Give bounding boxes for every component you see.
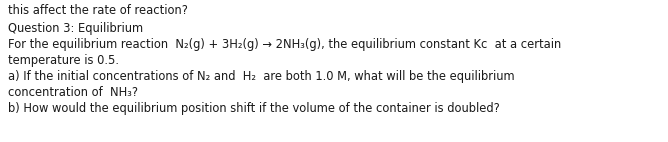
Text: this affect the rate of reaction?: this affect the rate of reaction? <box>8 4 188 17</box>
Text: a) If the initial concentrations of N₂ and  H₂  are both 1.0 M, what will be the: a) If the initial concentrations of N₂ a… <box>8 70 514 83</box>
Text: concentration of  NH₃?: concentration of NH₃? <box>8 86 138 99</box>
Text: Question 3: Equilibrium: Question 3: Equilibrium <box>8 22 143 35</box>
Text: temperature is 0.5.: temperature is 0.5. <box>8 54 119 67</box>
Text: For the equilibrium reaction  N₂(g) + 3H₂(g) → 2NH₃(g), the equilibrium constant: For the equilibrium reaction N₂(g) + 3H₂… <box>8 38 561 51</box>
Text: b) How would the equilibrium position shift if the volume of the container is do: b) How would the equilibrium position sh… <box>8 102 500 115</box>
